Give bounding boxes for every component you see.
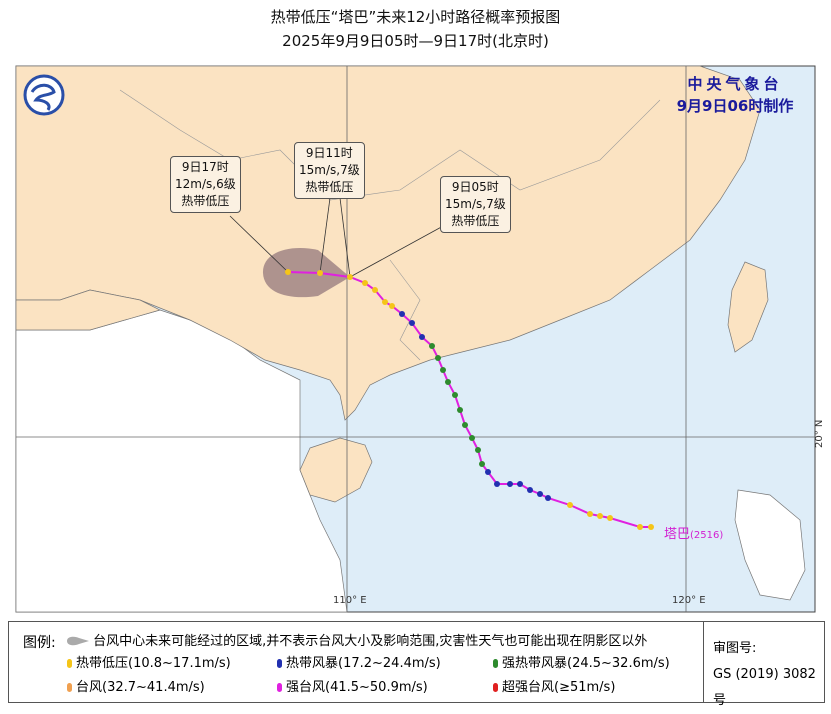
ts-dot-icon bbox=[277, 659, 282, 668]
superty-dot-icon bbox=[493, 683, 498, 692]
track-point-sts bbox=[435, 355, 441, 361]
china-land bbox=[15, 65, 761, 421]
track-point-sts bbox=[457, 407, 463, 413]
track-point-ts bbox=[507, 481, 513, 487]
lat-label-20: 20° N bbox=[814, 420, 825, 448]
callout-wind: 12m/s,6级 bbox=[175, 177, 236, 191]
track-point-ts bbox=[399, 311, 405, 317]
typhoon-track-map: 110° E 120° E 20° N bbox=[15, 65, 825, 613]
track-point-td bbox=[607, 515, 613, 521]
agency-stamp: 中央气象台 9月9日06时制作 bbox=[660, 73, 810, 117]
storm-name: 塔巴 bbox=[664, 527, 691, 542]
track-point-ts bbox=[527, 487, 533, 493]
legend-item-td: 热带低压(10.8~17.1m/s) bbox=[67, 652, 231, 671]
callout-leader bbox=[319, 197, 331, 274]
track-point-sts bbox=[452, 392, 458, 398]
callout-leader bbox=[229, 215, 289, 273]
track-point-ts bbox=[517, 481, 523, 487]
cone-swatch-icon bbox=[67, 636, 89, 646]
issue-time: 9月9日06时制作 bbox=[676, 97, 794, 115]
track-point-td bbox=[597, 513, 603, 519]
td-dot-icon bbox=[67, 659, 72, 668]
review-number: GS (2019) 3082号 bbox=[713, 667, 816, 708]
storm-label: 塔巴(2516) bbox=[664, 523, 723, 542]
track-point-ts bbox=[494, 481, 500, 487]
ty-dot-icon bbox=[67, 683, 72, 692]
legend-item-sty: 强台风(41.5~50.9m/s) bbox=[277, 676, 428, 695]
lon-label-120: 120° E bbox=[672, 595, 706, 606]
track-point-td bbox=[347, 274, 353, 280]
callout-category: 热带低压 bbox=[181, 194, 230, 208]
legend-item-label: 超强台风(≥51m/s) bbox=[502, 680, 616, 695]
legend: 图例: 台风中心未来可能经过的区域,并不表示台风大小及影响范围,灾害性天气也可能… bbox=[8, 621, 825, 708]
agency-name: 中央气象台 bbox=[687, 75, 783, 93]
track-point-sts bbox=[469, 435, 475, 441]
map-title: 热带低压“塔巴”未来12小时路径概率预报图 bbox=[270, 8, 561, 26]
track-point-sts bbox=[429, 343, 435, 349]
track-point-td bbox=[648, 524, 654, 530]
legend-item-label: 台风(32.7~41.4m/s) bbox=[76, 680, 205, 695]
map-subtitle: 2025年9月9日05时—9日17时(北京时) bbox=[282, 32, 549, 50]
review-label: 审图号: bbox=[713, 641, 757, 656]
legend-item-sts: 强热带风暴(24.5~32.6m/s) bbox=[493, 652, 670, 671]
track-point-td bbox=[317, 270, 323, 276]
track-point-ts bbox=[419, 334, 425, 340]
track-point-td bbox=[382, 299, 388, 305]
track-point-td bbox=[587, 511, 593, 517]
taiwan-island bbox=[727, 261, 769, 353]
land bbox=[15, 289, 161, 331]
province-borders bbox=[119, 89, 661, 201]
track-point-sts bbox=[462, 422, 468, 428]
track-point-sts bbox=[479, 461, 485, 467]
callout-time: 9日17时 bbox=[181, 160, 229, 174]
legend-cone: 台风中心未来可能经过的区域,并不表示台风大小及影响范围,灾害性天气也可能出现在阴… bbox=[67, 630, 647, 649]
callout-time: 9日05时 bbox=[451, 180, 499, 194]
track-point-ts bbox=[485, 469, 491, 475]
lon-label-110: 110° E bbox=[333, 595, 367, 606]
sts-dot-icon bbox=[493, 659, 498, 668]
callout-category: 热带低压 bbox=[305, 180, 354, 194]
callout-category: 热带低压 bbox=[451, 214, 500, 228]
legend-title: 图例: bbox=[23, 635, 56, 651]
track-point-td bbox=[637, 524, 643, 530]
track-point-ts bbox=[545, 495, 551, 501]
track-point-sts bbox=[445, 379, 451, 385]
current-callout-05h: 9日05时 15m/s,7级 热带低压 bbox=[440, 176, 511, 233]
track-point-sts bbox=[475, 447, 481, 453]
track-point-td bbox=[362, 280, 368, 286]
track-point-td bbox=[567, 502, 573, 508]
typhoon-track bbox=[285, 269, 654, 530]
track-point-td bbox=[389, 303, 395, 309]
track-point-td bbox=[372, 287, 378, 293]
forecast-callout-17h: 9日17时 12m/s,6级 热带低压 bbox=[170, 156, 241, 213]
callout-wind: 15m/s,7级 bbox=[445, 197, 506, 211]
forecast-callout-11h: 9日11时 15m/s,7级 热带低压 bbox=[294, 142, 365, 199]
legend-item-ty: 台风(32.7~41.4m/s) bbox=[67, 676, 205, 695]
track-point-td bbox=[285, 269, 291, 275]
legend-item-label: 热带风暴(17.2~24.4m/s) bbox=[286, 656, 441, 671]
sty-dot-icon bbox=[277, 683, 282, 692]
legend-item-ts: 热带风暴(17.2~24.4m/s) bbox=[277, 652, 441, 671]
cma-logo bbox=[23, 74, 65, 116]
legend-item-superty: 超强台风(≥51m/s) bbox=[493, 676, 615, 695]
track-point-ts bbox=[409, 320, 415, 326]
callout-leader bbox=[349, 224, 446, 278]
legend-item-label: 强台风(41.5~50.9m/s) bbox=[286, 680, 428, 695]
callout-time: 9日11时 bbox=[305, 146, 353, 160]
track-point-sts bbox=[440, 367, 446, 373]
track-point-ts bbox=[537, 491, 543, 497]
legend-item-label: 热带低压(10.8~17.1m/s) bbox=[76, 656, 231, 671]
callout-wind: 15m/s,7级 bbox=[299, 163, 360, 177]
legend-cone-description: 台风中心未来可能经过的区域,并不表示台风大小及影响范围,灾害性天气也可能出现在阴… bbox=[93, 634, 648, 649]
legend-item-label: 强热带风暴(24.5~32.6m/s) bbox=[502, 656, 670, 671]
callout-leader bbox=[339, 197, 351, 278]
storm-number: (2516) bbox=[690, 530, 724, 541]
hainan-island bbox=[299, 437, 373, 503]
luzon-island bbox=[734, 489, 806, 601]
